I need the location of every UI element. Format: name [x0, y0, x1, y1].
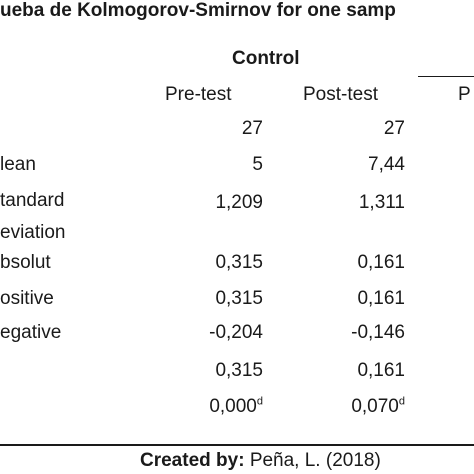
- cell-pre-statistic: 0,315: [215, 360, 263, 381]
- column-header-post-test: Post-test: [303, 84, 378, 105]
- header-rule: [418, 76, 474, 77]
- cell-post-negative: -0,146: [351, 322, 405, 343]
- credit-text: Peña, L. (2018): [249, 450, 381, 471]
- cell-post-significance: 0,070d: [351, 396, 405, 418]
- row-label-absolute: bsolut: [0, 252, 51, 273]
- cell-pre-negative: -0,204: [209, 322, 263, 343]
- row-label-negative: egative: [0, 322, 62, 343]
- cell-pre-significance-value: 0,000: [209, 396, 257, 417]
- cell-post-n: 27: [383, 118, 405, 139]
- cell-pre-significance-footnote: d: [256, 395, 263, 408]
- table-bottom-rule: [0, 444, 474, 446]
- cell-post-sd: 1,311: [358, 192, 405, 213]
- row-label-standard: tandard: [0, 190, 65, 211]
- credit-line: Created by: Peña, L. (2018): [140, 450, 381, 472]
- cell-post-absolute: 0,161: [357, 252, 405, 273]
- table-title: ueba de Kolmogorov-Smirnov for one samp: [0, 0, 396, 21]
- cell-post-significance-footnote: d: [398, 395, 405, 408]
- cell-post-statistic: 0,161: [357, 360, 405, 381]
- cell-pre-sd: 1,209: [215, 192, 263, 213]
- cell-pre-significance: 0,000d: [209, 396, 263, 418]
- row-label-deviation: eviation: [0, 222, 66, 243]
- cell-pre-mean: 5: [252, 154, 263, 175]
- row-label-positive: ositive: [0, 288, 54, 309]
- column-header-truncated: P: [458, 84, 471, 105]
- group-header-control: Control: [232, 48, 300, 69]
- cell-post-significance-value: 0,070: [351, 396, 399, 417]
- cell-pre-n: 27: [241, 118, 263, 139]
- cell-pre-absolute: 0,315: [215, 252, 263, 273]
- column-header-pre-test: Pre-test: [165, 84, 232, 105]
- cell-pre-positive: 0,315: [215, 288, 263, 309]
- cell-post-mean: 7,44: [368, 154, 405, 175]
- row-label-mean: lean: [0, 154, 36, 175]
- cell-post-positive: 0,161: [357, 288, 405, 309]
- credit-prefix: Created by:: [140, 450, 245, 471]
